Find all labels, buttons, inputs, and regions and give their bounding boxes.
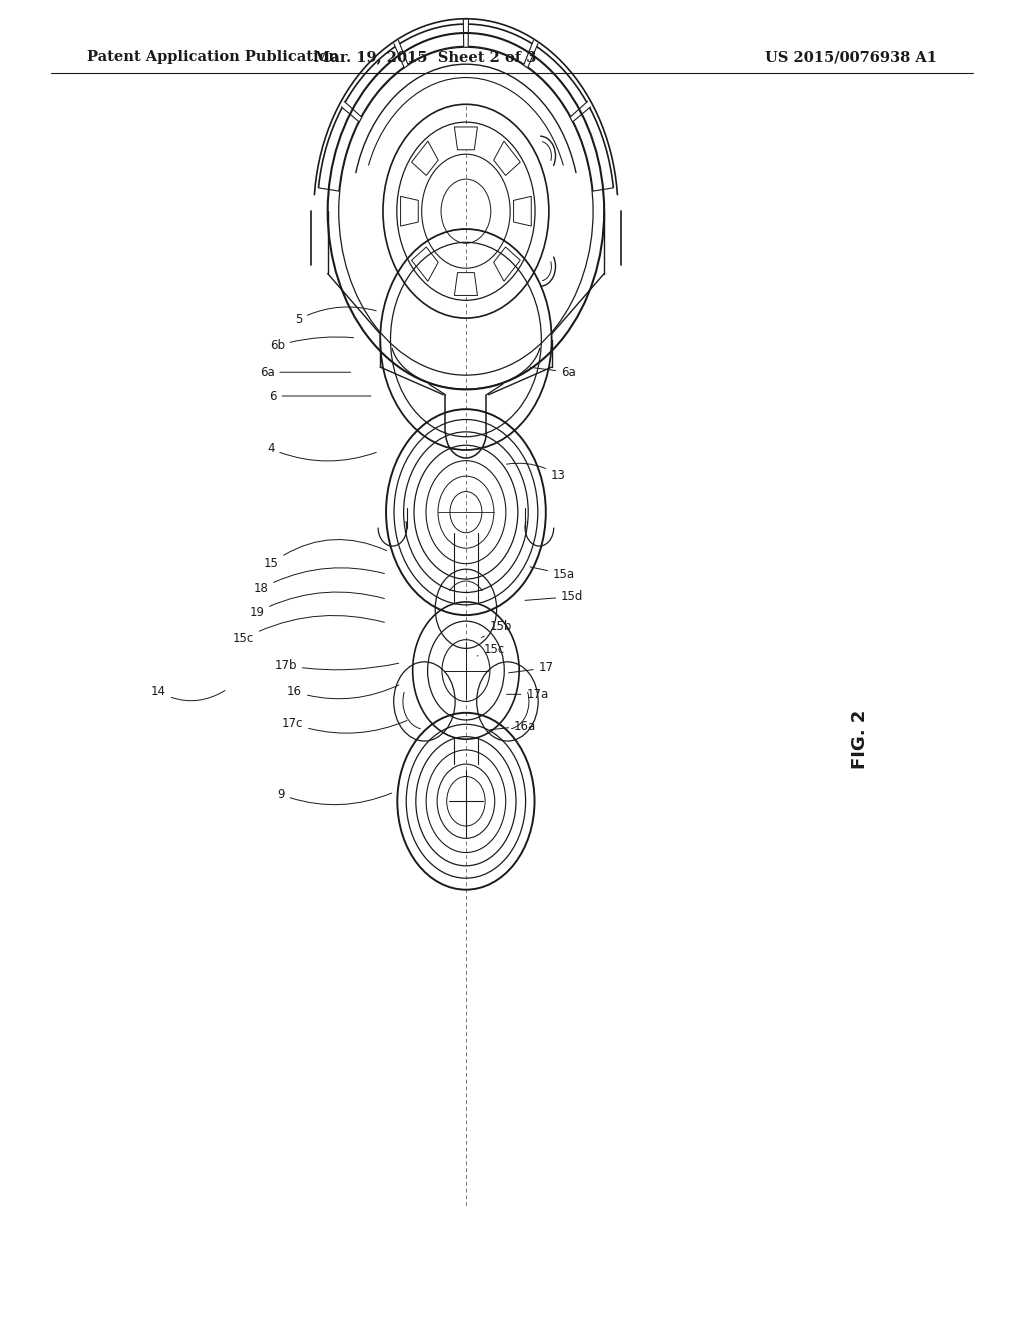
Text: 15c: 15c [477, 643, 505, 656]
Text: 6: 6 [269, 389, 371, 403]
Text: 16: 16 [287, 685, 399, 698]
Polygon shape [494, 141, 520, 176]
Polygon shape [494, 247, 520, 281]
Text: 15a: 15a [530, 566, 575, 581]
Text: 15c: 15c [232, 615, 384, 645]
Text: US 2015/0076938 A1: US 2015/0076938 A1 [765, 50, 937, 65]
Text: 6a: 6a [260, 366, 350, 379]
Text: 15d: 15d [525, 590, 584, 603]
Polygon shape [412, 247, 438, 281]
Text: 17a: 17a [507, 688, 549, 701]
Text: 18: 18 [253, 568, 384, 595]
Polygon shape [455, 127, 477, 149]
Text: 17c: 17c [282, 717, 408, 733]
Text: 13: 13 [507, 463, 566, 482]
Text: 6a: 6a [530, 366, 575, 379]
Text: 17: 17 [509, 661, 554, 675]
Text: Patent Application Publication: Patent Application Publication [87, 50, 339, 65]
Text: 5: 5 [295, 308, 376, 326]
Text: 6b: 6b [269, 337, 353, 352]
Text: FIG. 2: FIG. 2 [851, 710, 869, 768]
Text: 4: 4 [267, 442, 376, 461]
Text: 19: 19 [249, 591, 384, 619]
Text: Mar. 19, 2015  Sheet 2 of 3: Mar. 19, 2015 Sheet 2 of 3 [313, 50, 537, 65]
Text: 9: 9 [278, 788, 391, 805]
Text: 14: 14 [151, 685, 225, 701]
Text: 17b: 17b [274, 659, 398, 672]
Text: 15b: 15b [481, 620, 512, 638]
Polygon shape [412, 141, 438, 176]
Text: 16a: 16a [490, 719, 537, 733]
Polygon shape [514, 197, 531, 226]
Polygon shape [400, 197, 418, 226]
Text: 15: 15 [263, 540, 387, 570]
Polygon shape [455, 273, 477, 296]
